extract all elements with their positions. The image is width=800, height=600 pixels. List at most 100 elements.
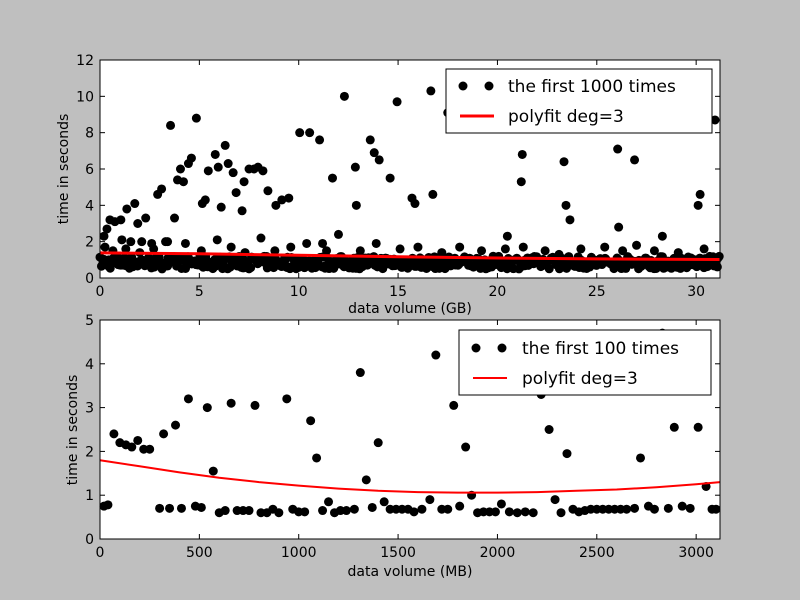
data-point xyxy=(561,200,571,210)
data-point xyxy=(226,242,236,252)
x-tick-label: 1500 xyxy=(380,545,416,561)
x-tick-label: 1000 xyxy=(281,545,317,561)
x-tick-label: 10 xyxy=(290,284,308,300)
data-point xyxy=(556,508,566,518)
data-point xyxy=(333,229,343,239)
data-point xyxy=(117,235,127,245)
legend-bottom: the first 100 times polyfit deg=3 xyxy=(458,329,712,396)
x-tick-label: 5 xyxy=(195,284,204,300)
legend-box-top xyxy=(445,68,713,134)
data-point xyxy=(186,153,196,163)
x-tick-label: 25 xyxy=(588,284,606,300)
y-tick-label: 4 xyxy=(85,198,94,214)
data-point xyxy=(274,508,284,518)
data-point xyxy=(216,202,226,212)
data-point xyxy=(349,504,359,514)
data-point xyxy=(109,429,119,439)
data-point xyxy=(622,504,632,514)
x-ticks-top: 0 5 10 15 20 25 30 xyxy=(96,60,705,300)
data-point xyxy=(141,213,151,223)
dense-data-point xyxy=(154,252,164,262)
data-point xyxy=(528,508,538,518)
data-point xyxy=(231,188,241,198)
data-point xyxy=(490,507,500,517)
data-point xyxy=(600,242,610,252)
data-point xyxy=(685,503,695,513)
data-point xyxy=(341,506,351,516)
data-point xyxy=(369,148,379,158)
legend-marker-points-bottom xyxy=(471,343,481,353)
data-point xyxy=(130,199,140,209)
data-point xyxy=(170,213,180,223)
data-point xyxy=(673,248,683,258)
data-point xyxy=(318,238,328,248)
data-point xyxy=(127,442,137,452)
data-point xyxy=(350,162,360,172)
data-point xyxy=(554,249,564,259)
data-point xyxy=(365,135,375,145)
data-point xyxy=(250,400,260,410)
data-point xyxy=(157,184,167,194)
data-point xyxy=(379,497,389,507)
data-point xyxy=(318,506,328,516)
data-point xyxy=(166,120,176,130)
polyfit-line-bottom xyxy=(99,459,721,494)
data-point xyxy=(461,442,471,452)
data-point xyxy=(203,166,213,176)
data-point xyxy=(425,495,435,505)
data-point xyxy=(270,246,280,256)
dense-data-point xyxy=(544,264,554,274)
data-point xyxy=(374,155,384,165)
data-point xyxy=(443,504,453,514)
legend-marker-points-top xyxy=(458,81,468,91)
data-point xyxy=(361,475,371,485)
data-point xyxy=(277,195,287,205)
data-point xyxy=(220,506,230,516)
y-tick-label: 1 xyxy=(85,488,94,504)
data-point xyxy=(351,200,361,210)
data-point xyxy=(258,166,268,176)
x-tick-label: 3000 xyxy=(678,545,714,561)
data-point xyxy=(220,140,230,150)
data-point xyxy=(306,416,316,426)
data-point xyxy=(180,238,190,248)
data-point xyxy=(636,453,646,463)
y-tick-label: 12 xyxy=(76,53,94,69)
data-point xyxy=(286,242,296,252)
data-point xyxy=(328,173,337,183)
data-point xyxy=(540,246,550,256)
data-point xyxy=(559,157,569,167)
data-point xyxy=(226,398,236,408)
data-point xyxy=(649,504,659,514)
data-point xyxy=(693,200,703,210)
data-point xyxy=(562,449,572,459)
data-point xyxy=(367,502,377,512)
data-point xyxy=(395,244,405,254)
y-tick-label: 0 xyxy=(85,532,94,548)
legend-label-line-bottom: polyfit deg=3 xyxy=(522,369,638,389)
data-point xyxy=(163,237,173,247)
data-point xyxy=(630,503,640,513)
data-point xyxy=(576,244,586,254)
data-point xyxy=(437,248,447,258)
y-axis-label-bottom: time in seconds xyxy=(65,375,81,486)
data-point xyxy=(502,231,512,241)
chart-bottom: 0 500 1000 1500 2000 2500 3000 0 1 2 3 4 5 data vol… xyxy=(65,313,721,580)
legend-label-line-top: polyfit deg=3 xyxy=(508,107,624,127)
y-tick-label: 3 xyxy=(85,401,94,417)
data-point xyxy=(159,429,169,439)
data-point xyxy=(324,497,334,507)
data-point xyxy=(237,206,247,216)
polyfit-curve xyxy=(99,459,721,494)
data-point xyxy=(183,394,193,404)
y-axis-label-top: time in seconds xyxy=(56,114,72,225)
data-point xyxy=(178,177,188,187)
data-point xyxy=(455,242,465,252)
data-point xyxy=(630,155,640,165)
data-point xyxy=(155,503,165,513)
data-point xyxy=(210,149,220,159)
legend-label-points-top: the first 1000 times xyxy=(508,77,676,97)
data-point xyxy=(516,177,526,187)
data-point xyxy=(632,240,642,250)
